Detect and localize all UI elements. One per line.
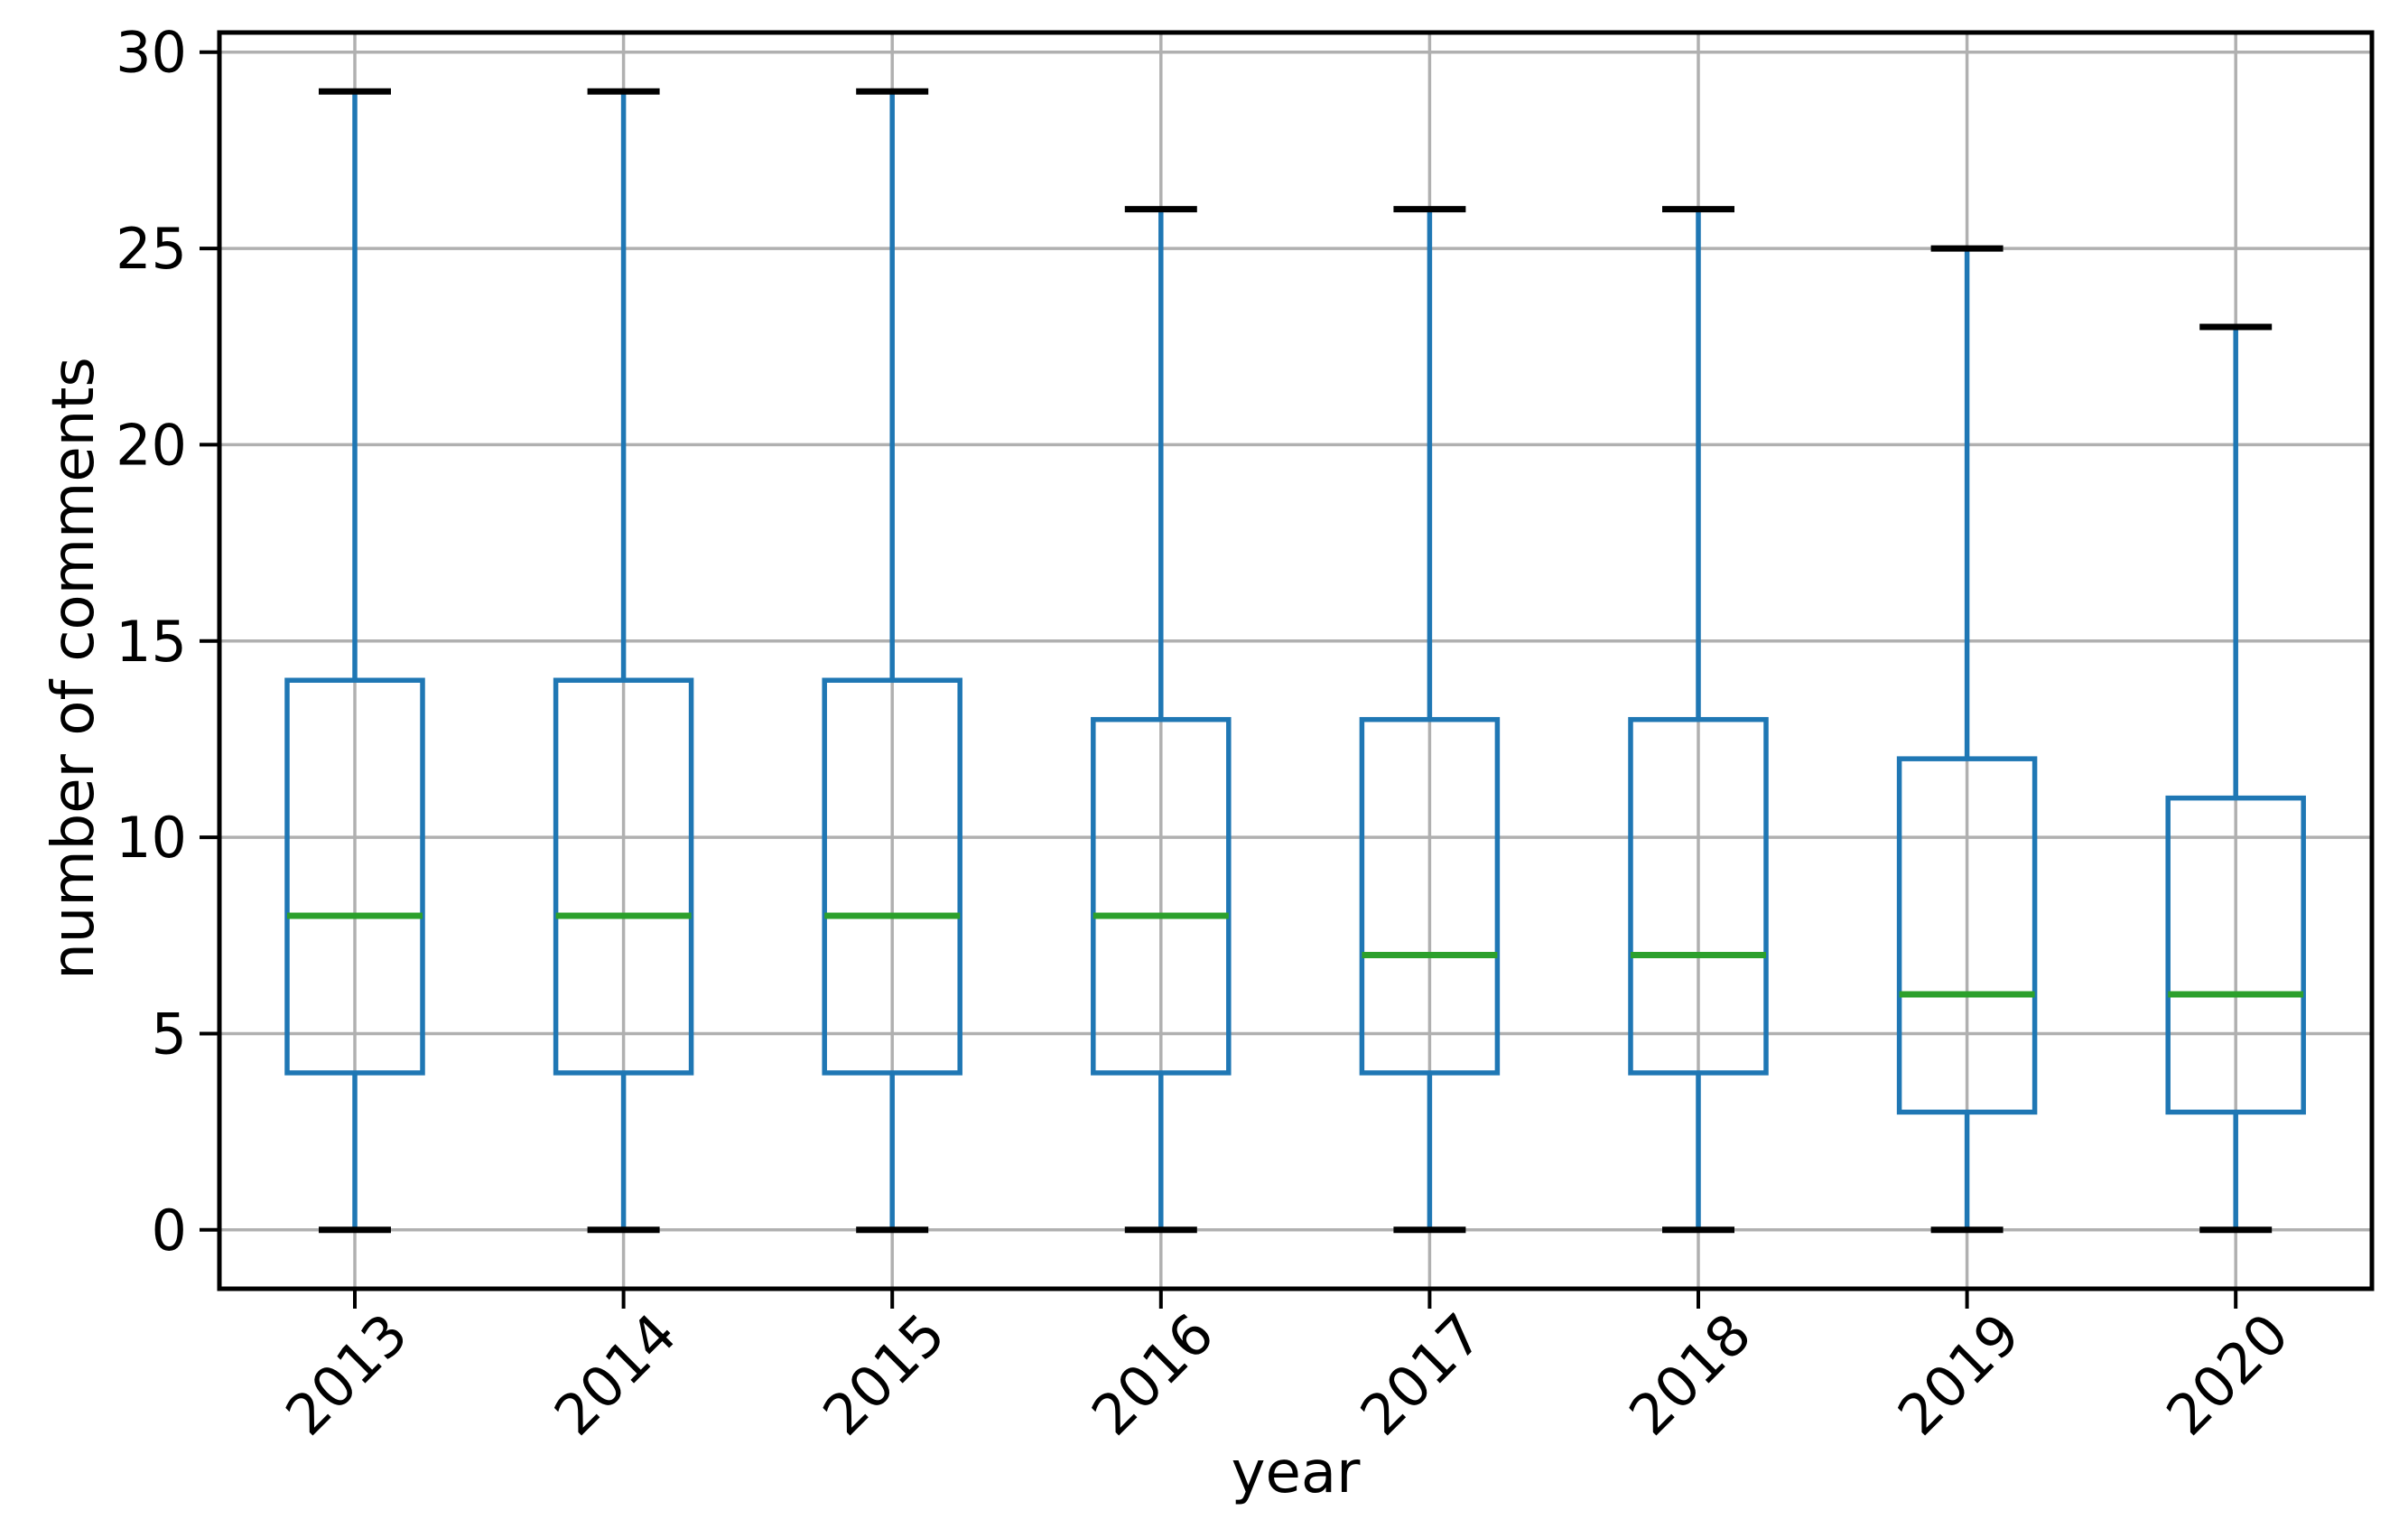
grid-layer bbox=[219, 33, 2372, 1289]
x-tick-label-2015: 2015 bbox=[810, 1301, 957, 1448]
x-tick-label-2014: 2014 bbox=[542, 1301, 689, 1448]
y-tick-label-5: 5 bbox=[152, 1001, 187, 1067]
y-tick-label-30: 30 bbox=[116, 20, 187, 86]
x-tick-label-2017: 2017 bbox=[1348, 1301, 1495, 1448]
box-2017 bbox=[1359, 716, 1501, 1076]
box-2019 bbox=[1896, 756, 2038, 1115]
plot-spines bbox=[217, 30, 2375, 1291]
x-tick-label-2018: 2018 bbox=[1616, 1301, 1763, 1448]
tick-label-layer: 0 5 10 15 20 25 30 2013 2014 2015 2016 2017 2018 2019… bbox=[116, 20, 2301, 1449]
box-2020 bbox=[2165, 795, 2306, 1115]
x-tick-label-2016: 2016 bbox=[1079, 1301, 1226, 1448]
y-tick-label-25: 25 bbox=[116, 216, 187, 282]
box-2013 bbox=[284, 677, 425, 1076]
box-2015 bbox=[822, 677, 962, 1076]
y-tick-label-10: 10 bbox=[116, 805, 187, 871]
x-tick-label-2020: 2020 bbox=[2153, 1301, 2301, 1448]
box-2018 bbox=[1628, 716, 1769, 1076]
y-tick-label-15: 15 bbox=[116, 609, 187, 675]
y-axis-label: number of comments bbox=[41, 357, 107, 980]
x-tick-label-2019: 2019 bbox=[1885, 1301, 2032, 1448]
x-axis-label: year bbox=[1232, 1440, 1361, 1506]
x-tick-label-2013: 2013 bbox=[273, 1301, 420, 1448]
box-2014 bbox=[553, 677, 694, 1076]
y-tick-label-20: 20 bbox=[116, 412, 187, 478]
box-2016 bbox=[1091, 716, 1232, 1076]
box-layer bbox=[284, 88, 2306, 1234]
axis-layer bbox=[200, 30, 2375, 1309]
y-tick-label-0: 0 bbox=[152, 1198, 187, 1263]
